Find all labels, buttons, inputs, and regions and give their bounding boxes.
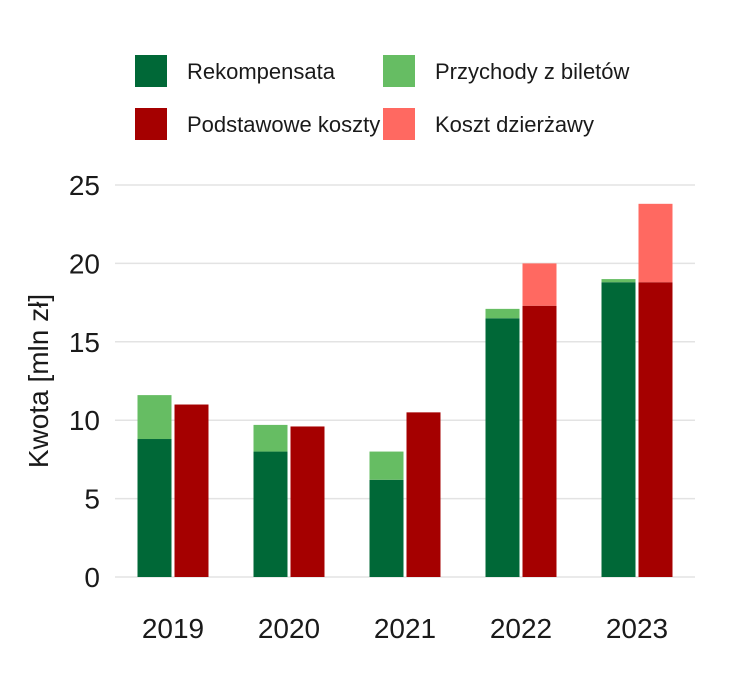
bar-koszt-dzierżawy-2023 bbox=[638, 203, 673, 283]
bar-podstawowe-koszty-2023 bbox=[638, 282, 673, 577]
bar-rekompensata-2023 bbox=[601, 282, 636, 577]
bar-przychody-z-biletów-2020 bbox=[253, 424, 288, 452]
legend-swatch-przychody-z-biletów bbox=[383, 55, 415, 87]
bars bbox=[137, 203, 673, 577]
bar-rekompensata-2019 bbox=[137, 439, 172, 577]
y-tick-label: 15 bbox=[69, 327, 100, 358]
bar-podstawowe-koszty-2022 bbox=[522, 305, 557, 577]
bar-koszt-dzierżawy-2022 bbox=[522, 263, 557, 306]
bar-rekompensata-2020 bbox=[253, 451, 288, 577]
legend-swatch-koszt-dzierżawy bbox=[383, 108, 415, 140]
legend-label: Podstawowe koszty bbox=[187, 112, 380, 137]
y-tick-label: 10 bbox=[69, 405, 100, 436]
x-tick-label: 2019 bbox=[142, 613, 204, 644]
bar-przychody-z-biletów-2019 bbox=[137, 395, 172, 440]
legend-label: Koszt dzierżawy bbox=[435, 112, 594, 137]
legend-label: Rekompensata bbox=[187, 59, 336, 84]
bar-rekompensata-2022 bbox=[485, 318, 520, 577]
x-tick-label: 2022 bbox=[490, 613, 552, 644]
y-tick-label: 0 bbox=[84, 562, 100, 593]
bar-podstawowe-koszty-2020 bbox=[290, 426, 325, 577]
y-tick-label: 25 bbox=[69, 170, 100, 201]
legend-label: Przychody z biletów bbox=[435, 59, 630, 84]
grid bbox=[115, 184, 695, 578]
bar-podstawowe-koszty-2021 bbox=[406, 412, 441, 577]
bar-przychody-z-biletów-2023 bbox=[601, 279, 636, 283]
bar-przychody-z-biletów-2021 bbox=[369, 451, 404, 480]
legend-swatch-rekompensata bbox=[135, 55, 167, 87]
y-axis-ticks: 0 5 10 15 20 25 bbox=[69, 170, 100, 593]
x-tick-label: 2021 bbox=[374, 613, 436, 644]
x-tick-label: 2023 bbox=[606, 613, 668, 644]
x-tick-label: 2020 bbox=[258, 613, 320, 644]
x-axis-ticks: 2019 2020 2021 2022 2023 bbox=[142, 613, 668, 644]
y-tick-label: 20 bbox=[69, 248, 100, 279]
bar-przychody-z-biletów-2022 bbox=[485, 308, 520, 319]
y-tick-label: 5 bbox=[84, 484, 100, 515]
legend-swatch-podstawowe-koszty bbox=[135, 108, 167, 140]
bar-podstawowe-koszty-2019 bbox=[174, 404, 209, 577]
y-axis-title: Kwota [mln zł] bbox=[23, 294, 54, 468]
bar-rekompensata-2021 bbox=[369, 479, 404, 577]
legend: Rekompensata Przychody z biletów Podstawow… bbox=[135, 55, 630, 140]
